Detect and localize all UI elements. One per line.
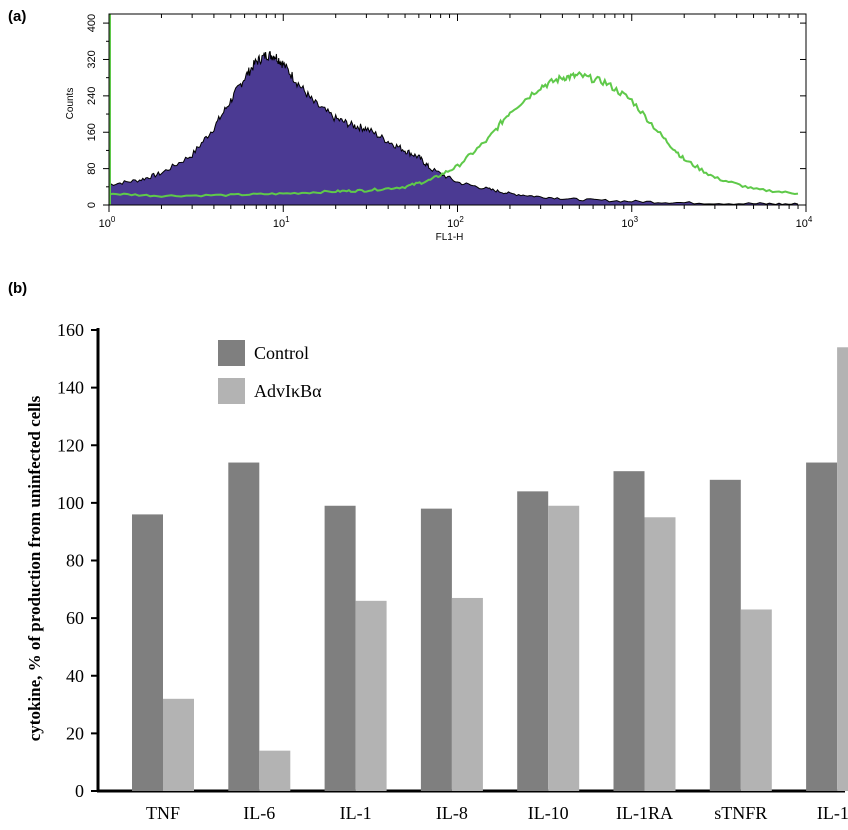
x-tick-label: sTNFR: [714, 803, 767, 823]
x-tick-base: 10: [273, 218, 285, 230]
y-tick-label: 400: [86, 14, 98, 32]
legend-swatch: [218, 378, 245, 404]
bar-advi-b--il-1ra: [644, 517, 676, 791]
x-tick-exp: 1: [285, 215, 290, 224]
bar-advi-b--il-11: [837, 347, 848, 791]
x-tick-exp: 0: [111, 215, 116, 224]
x-tick-label: 100: [99, 215, 116, 230]
bar-control-tnf: [132, 514, 163, 791]
bar-advi-b--il-8: [451, 597, 483, 791]
bar-control-il-11: [806, 462, 838, 791]
y-tick-label: 320: [86, 50, 98, 68]
y-tick-label: 60: [66, 608, 84, 628]
x-tick-base: 10: [99, 218, 111, 230]
histogram-panel: 100 101 102 103 104FL1-H080160240320400Count…: [65, 13, 813, 243]
x-tick-label: 102: [447, 215, 464, 230]
x-tick-label: IL-6: [243, 803, 275, 823]
x-tick-base: 10: [447, 218, 459, 230]
x-tick-label: TNF: [146, 803, 180, 823]
y-tick-label: 240: [86, 87, 98, 105]
y-axis-title: Counts: [65, 88, 76, 120]
y-tick-label: 0: [86, 202, 98, 208]
x-tick-label: IL-1: [340, 803, 372, 823]
x-tick-exp: 4: [808, 215, 813, 224]
bar-control-il-6: [228, 462, 260, 791]
bar-chart-panel: 0 20 40 60 80 100 120 140 160 TNF IL-6 IL-1 IL-8 IL-1…: [25, 320, 848, 823]
bar-advi-b--tnf: [163, 698, 194, 791]
bar-control-il-8: [420, 508, 452, 791]
y-tick-label: 20: [66, 723, 84, 743]
x-axis-title: FL1-H: [436, 232, 464, 243]
y-tick-label: 160: [86, 123, 98, 141]
y-axis-title: cytokine, % of production from uninfecte…: [25, 395, 44, 741]
y-tick-label: 100: [57, 493, 84, 513]
y-tick-label: 80: [86, 162, 98, 174]
x-tick-exp: 2: [459, 215, 464, 224]
bar-control-stnfr: [709, 479, 741, 791]
y-tick-label: 140: [57, 378, 84, 398]
panel-label-b: (b): [8, 280, 28, 297]
bar-control-il-1: [324, 505, 356, 791]
histogram-fill: [109, 51, 798, 206]
x-tick-exp: 3: [634, 215, 639, 224]
legend-label: AdvIκBα: [254, 381, 322, 401]
x-tick-label: IL-11: [817, 803, 848, 823]
x-tick-base: 10: [621, 218, 633, 230]
bar-control-il-1ra: [613, 471, 645, 791]
histogram-outline: [108, 51, 799, 206]
x-tick-label: IL-10: [528, 803, 569, 823]
x-tick-base: 10: [796, 218, 808, 230]
panel-label-a: (a): [8, 8, 27, 25]
bar-advi-b--il-1: [355, 600, 387, 791]
bar-advi-b--stnfr: [740, 609, 772, 791]
y-tick-label: 80: [66, 551, 84, 571]
y-tick-label: 160: [57, 320, 84, 340]
legend-swatch: [218, 340, 245, 366]
y-tick-label: 0: [75, 781, 84, 801]
x-tick-label: 101: [273, 215, 290, 230]
x-tick-label: 103: [621, 215, 638, 230]
x-tick-label: IL-1RA: [616, 803, 673, 823]
y-tick-label: 40: [66, 666, 84, 686]
x-tick-label: 104: [796, 215, 813, 230]
bar-advi-b--il-6: [259, 750, 291, 791]
legend-label: Control: [254, 343, 309, 363]
x-tick-label: IL-8: [436, 803, 468, 823]
bar-control-il-10: [517, 491, 549, 791]
y-tick-label: 120: [57, 435, 84, 455]
bar-advi-b--il-10: [548, 505, 580, 791]
histogram-line: [108, 71, 799, 198]
